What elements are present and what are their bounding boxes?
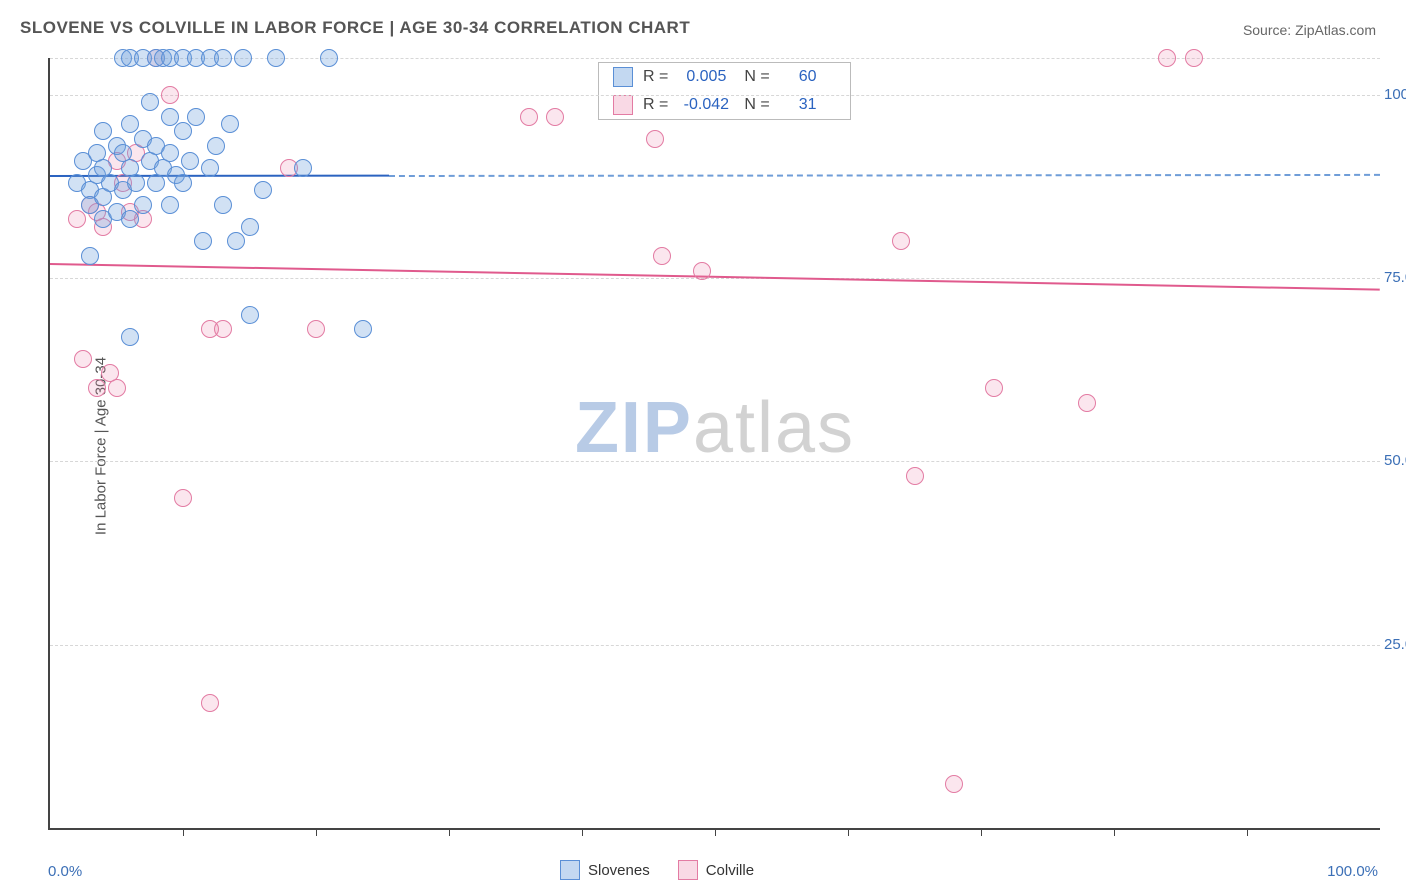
y-tick-label: 50.0%	[1384, 452, 1406, 469]
x-tick	[183, 828, 184, 836]
data-point	[354, 320, 372, 338]
data-point	[1078, 394, 1096, 412]
data-point	[121, 115, 139, 133]
data-point	[207, 137, 225, 155]
data-point	[294, 159, 312, 177]
gridline	[50, 95, 1380, 96]
data-point	[161, 144, 179, 162]
swatch-icon	[613, 67, 633, 87]
data-point	[227, 232, 245, 250]
bottom-legend: Slovenes Colville	[560, 860, 754, 880]
data-point	[81, 247, 99, 265]
stats-row-series-a: R = 0.005 N = 60	[599, 63, 850, 91]
y-tick-label: 100.0%	[1384, 86, 1406, 103]
stats-box: R = 0.005 N = 60 R = -0.042 N = 31	[598, 62, 851, 120]
source-label: Source: ZipAtlas.com	[1243, 22, 1376, 38]
data-point	[201, 159, 219, 177]
data-point	[121, 328, 139, 346]
x-tick	[848, 828, 849, 836]
x-axis-max-label: 100.0%	[1327, 863, 1378, 880]
data-point	[94, 122, 112, 140]
data-point	[653, 247, 671, 265]
data-point	[307, 320, 325, 338]
data-point	[141, 93, 159, 111]
data-point	[945, 775, 963, 793]
data-point	[254, 181, 272, 199]
data-point	[88, 379, 106, 397]
gridline	[50, 461, 1380, 462]
swatch-icon	[678, 860, 698, 880]
data-point	[127, 174, 145, 192]
regression-line	[389, 174, 1380, 177]
x-tick	[449, 828, 450, 836]
y-tick-label: 25.0%	[1384, 636, 1406, 653]
data-point	[1158, 49, 1176, 67]
data-point	[134, 196, 152, 214]
data-point	[985, 379, 1003, 397]
data-point	[214, 196, 232, 214]
watermark: ZIPatlas	[575, 387, 855, 469]
gridline	[50, 645, 1380, 646]
data-point	[1185, 49, 1203, 67]
data-point	[214, 320, 232, 338]
data-point	[161, 108, 179, 126]
data-point	[892, 232, 910, 250]
data-point	[74, 350, 92, 368]
x-tick	[1114, 828, 1115, 836]
data-point	[520, 108, 538, 126]
data-point	[174, 489, 192, 507]
data-point	[68, 210, 86, 228]
data-point	[267, 49, 285, 67]
data-point	[181, 152, 199, 170]
data-point	[241, 218, 259, 236]
y-tick-label: 75.0%	[1384, 269, 1406, 286]
swatch-icon	[560, 860, 580, 880]
x-tick	[1247, 828, 1248, 836]
data-point	[241, 306, 259, 324]
data-point	[121, 210, 139, 228]
chart-container: SLOVENE VS COLVILLE IN LABOR FORCE | AGE…	[0, 0, 1406, 892]
data-point	[221, 115, 239, 133]
data-point	[693, 262, 711, 280]
data-point	[194, 232, 212, 250]
data-point	[234, 49, 252, 67]
data-point	[174, 174, 192, 192]
gridline	[50, 278, 1380, 279]
legend-item-a: Slovenes	[560, 860, 650, 880]
data-point	[320, 49, 338, 67]
x-tick	[316, 828, 317, 836]
data-point	[187, 108, 205, 126]
data-point	[201, 694, 219, 712]
x-tick	[715, 828, 716, 836]
legend-item-b: Colville	[678, 860, 754, 880]
data-point	[161, 196, 179, 214]
data-point	[646, 130, 664, 148]
x-axis-min-label: 0.0%	[48, 863, 82, 880]
data-point	[174, 122, 192, 140]
chart-title: SLOVENE VS COLVILLE IN LABOR FORCE | AGE…	[20, 18, 690, 38]
x-tick	[981, 828, 982, 836]
data-point	[108, 379, 126, 397]
x-tick	[582, 828, 583, 836]
data-point	[161, 86, 179, 104]
data-point	[546, 108, 564, 126]
plot-area: ZIPatlas R = 0.005 N = 60 R = -0.042 N =…	[48, 58, 1380, 830]
data-point	[214, 49, 232, 67]
data-point	[906, 467, 924, 485]
swatch-icon	[613, 95, 633, 115]
